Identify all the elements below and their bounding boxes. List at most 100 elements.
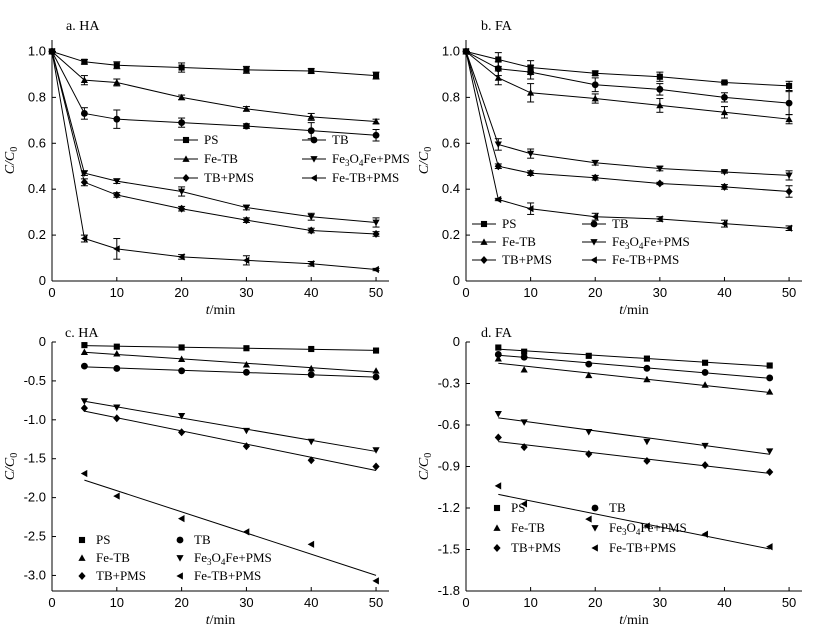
- legend-item: TB+PMS: [78, 568, 146, 583]
- data-point: [81, 58, 88, 65]
- y-tick-label: 0: [453, 273, 460, 288]
- data-point: [113, 492, 120, 500]
- data-point: [643, 438, 651, 446]
- legend-marker: [493, 524, 501, 531]
- legend-label: TB+PMS: [204, 170, 254, 185]
- legend-label: Fe-TB: [96, 550, 130, 565]
- y-tick-label: -3.0: [24, 567, 46, 582]
- x-tick-label: 10: [523, 285, 537, 300]
- legend-item: Fe3O4Fe+PMS: [176, 550, 272, 567]
- legend-label: TB: [612, 216, 629, 231]
- series-fe-tb: [494, 355, 774, 395]
- series-fe-tb: [80, 348, 380, 374]
- x-tick-label: 0: [48, 595, 55, 610]
- data-point: [785, 172, 793, 180]
- series-tb-pms: [48, 47, 380, 238]
- legend-marker: [182, 174, 190, 182]
- data-point: [494, 141, 502, 149]
- data-point: [766, 362, 773, 369]
- data-point: [520, 366, 528, 373]
- data-point: [656, 165, 664, 173]
- data-point: [494, 65, 502, 73]
- y-tick-label: -2.5: [24, 529, 46, 544]
- legend-item: TB: [176, 532, 211, 547]
- data-point: [721, 79, 728, 86]
- data-point: [643, 522, 650, 530]
- x-tick-label: 40: [304, 595, 318, 610]
- data-point: [786, 82, 793, 89]
- data-point: [520, 419, 528, 426]
- data-point: [585, 429, 593, 436]
- x-tick-label: 0: [462, 285, 469, 300]
- data-point: [178, 204, 186, 213]
- data-point: [643, 457, 651, 465]
- data-point: [113, 350, 121, 357]
- data-point: [766, 388, 774, 395]
- data-point: [585, 352, 592, 359]
- data-point: [178, 367, 186, 375]
- series-line: [51, 50, 377, 77]
- legend-label: Fe-TB+PMS: [332, 170, 399, 185]
- legend-label: TB+PMS: [96, 568, 146, 583]
- data-point: [527, 150, 535, 158]
- legend-item: Fe-TB+PMS: [591, 540, 676, 555]
- data-point: [308, 345, 315, 353]
- y-tick-label: -0.6: [438, 417, 460, 432]
- legend-item: Fe3O4Fe+PMS: [582, 234, 690, 251]
- data-point: [720, 220, 728, 228]
- y-axis-label: C/C0: [417, 453, 434, 481]
- data-point: [592, 70, 599, 77]
- data-point: [591, 173, 599, 182]
- legend-label: Fe-TB+PMS: [609, 540, 676, 555]
- legend-item: Fe-TB+PMS: [176, 568, 261, 583]
- fit-line: [498, 493, 770, 550]
- series-line: [51, 51, 377, 136]
- data-point: [520, 500, 528, 508]
- data-point: [372, 265, 379, 274]
- series-ps: [81, 342, 380, 354]
- data-point: [721, 93, 728, 101]
- data-point: [242, 216, 251, 225]
- data-point: [307, 226, 315, 235]
- data-point: [113, 365, 121, 372]
- legend-marker: [176, 572, 183, 580]
- legend-marker: [493, 544, 501, 552]
- y-tick-label: 0: [39, 334, 46, 349]
- data-point: [307, 113, 315, 120]
- data-point: [520, 443, 528, 452]
- legend-item: TB: [591, 500, 626, 515]
- x-tick-label: 0: [462, 595, 469, 610]
- series-ps: [495, 344, 773, 369]
- y-tick-label: 1.0: [442, 43, 460, 58]
- legend-item: Fe3O4Fe+PMS: [302, 151, 410, 168]
- legend-label: TB: [194, 532, 211, 547]
- data-point: [178, 93, 186, 101]
- data-point: [80, 76, 89, 84]
- data-point: [80, 110, 88, 117]
- data-point: [494, 355, 502, 362]
- legend-marker: [480, 256, 488, 264]
- x-tick-label: 50: [369, 285, 383, 300]
- legend-marker: [182, 155, 190, 162]
- data-point: [527, 205, 534, 213]
- data-point: [81, 342, 88, 349]
- legend-label: TB: [609, 500, 626, 515]
- legend-marker: [182, 136, 190, 144]
- y-axis-label: C/C0: [417, 147, 434, 175]
- data-point: [113, 414, 121, 423]
- data-point: [80, 348, 89, 355]
- series-tb-pms: [462, 47, 793, 198]
- data-point: [178, 188, 186, 196]
- legend-label: Fe-TB: [502, 234, 536, 249]
- data-point: [242, 204, 251, 212]
- data-point: [591, 94, 599, 102]
- legend-marker: [591, 504, 599, 512]
- legend: PS TB Fe-TB Fe3O4Fe+PMS TB+PMS Fe-TB+PMS: [78, 532, 272, 583]
- data-point: [720, 108, 729, 116]
- data-point: [585, 450, 593, 459]
- data-point: [591, 81, 599, 89]
- x-tick-label: 30: [653, 595, 667, 610]
- y-tick-label: -0.5: [24, 373, 46, 388]
- legend-marker: [480, 238, 488, 245]
